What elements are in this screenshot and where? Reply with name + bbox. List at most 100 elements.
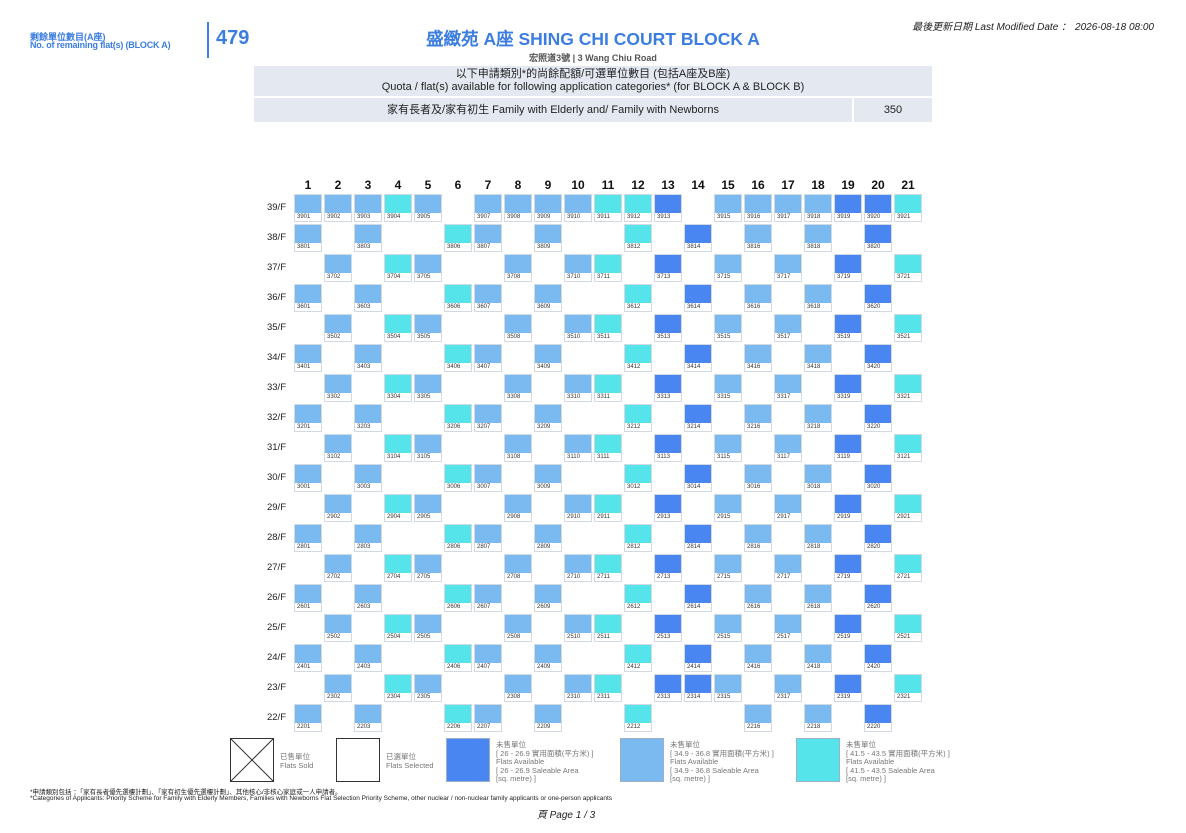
unit-cell-3902: 3902 xyxy=(324,194,352,222)
unit-status-fill xyxy=(595,435,621,453)
unit-number: 3919 xyxy=(837,214,851,220)
floor-label: 28/F xyxy=(266,532,286,543)
unit-status-fill xyxy=(685,675,711,693)
unit-cell-3305: 3305 xyxy=(414,374,442,402)
unit-number: 3917 xyxy=(777,214,791,220)
quota-heading: 以下申請類別*的尚餘配額/可選單位數目 (包括A座及B座) Quota / fl… xyxy=(254,66,932,96)
unit-number: 3502 xyxy=(327,334,341,340)
unit-number: 2407 xyxy=(477,664,491,670)
unit-cell-2921: 2921 xyxy=(894,494,922,522)
unit-status-fill xyxy=(715,555,741,573)
unit-number: 2304 xyxy=(387,694,401,700)
unit-status-fill xyxy=(475,705,501,723)
unit-number: 2521 xyxy=(897,634,911,640)
unit-number: 2510 xyxy=(567,634,581,640)
legend-selected-swatch xyxy=(336,738,380,782)
unit-status-fill xyxy=(895,255,921,273)
unit-cell-3115: 3115 xyxy=(714,434,742,462)
column-header-14: 14 xyxy=(691,178,705,192)
unit-number: 2420 xyxy=(867,664,881,670)
unit-cell-3418: 3418 xyxy=(804,344,832,372)
unit-status-fill xyxy=(565,375,591,393)
unit-number: 3201 xyxy=(297,424,311,430)
unit-number: 2515 xyxy=(717,634,731,640)
floor-label: 36/F xyxy=(266,292,286,303)
unit-number: 3214 xyxy=(687,424,701,430)
legend-available-en-area: [ 34.9 - 36.8 Saleable Area xyxy=(670,765,759,775)
unit-cell-3502: 3502 xyxy=(324,314,352,342)
unit-status-fill xyxy=(445,225,471,243)
remaining-label-zh: 剩餘單位數目(A座) xyxy=(30,32,106,42)
unit-number: 3517 xyxy=(777,334,791,340)
unit-status-fill xyxy=(715,315,741,333)
unit-status-fill xyxy=(595,255,621,273)
unit-number: 2809 xyxy=(537,544,551,550)
unit-status-fill xyxy=(355,345,381,363)
unit-status-fill xyxy=(535,195,561,213)
unit-cell-2807: 2807 xyxy=(474,524,502,552)
unit-cell-3504: 3504 xyxy=(384,314,412,342)
unit-status-fill xyxy=(505,435,531,453)
column-header-13: 13 xyxy=(661,178,675,192)
unit-status-fill xyxy=(295,195,321,213)
unit-number: 3521 xyxy=(897,334,911,340)
unit-cell-2418: 2418 xyxy=(804,644,832,672)
unit-number: 3111 xyxy=(597,454,610,460)
unit-number: 2704 xyxy=(387,574,401,580)
unit-status-fill xyxy=(475,195,501,213)
unit-status-fill xyxy=(775,375,801,393)
floor-label: 39/F xyxy=(266,202,286,213)
unit-status-fill xyxy=(565,315,591,333)
unit-cell-2508: 2508 xyxy=(504,614,532,642)
unit-status-fill xyxy=(745,525,771,543)
unit-status-fill xyxy=(535,645,561,663)
unit-number: 3311 xyxy=(597,394,610,400)
unit-number: 2614 xyxy=(687,604,701,610)
unit-status-fill xyxy=(625,465,651,483)
unit-status-fill xyxy=(835,615,861,633)
legend-sold-swatch xyxy=(230,738,274,782)
unit-status-fill xyxy=(685,645,711,663)
unit-number: 2711 xyxy=(597,574,610,580)
unit-status-fill xyxy=(325,255,351,273)
unit-status-fill xyxy=(595,195,621,213)
unit-cell-3601: 3601 xyxy=(294,284,322,312)
unit-status-fill xyxy=(775,435,801,453)
unit-number: 3915 xyxy=(717,214,731,220)
unit-status-fill xyxy=(565,495,591,513)
page-title: 盛緻苑 A座 SHING CHI COURT BLOCK A xyxy=(426,29,760,49)
unit-number: 2209 xyxy=(537,724,551,730)
unit-number: 2717 xyxy=(777,574,791,580)
unit-cell-3108: 3108 xyxy=(504,434,532,462)
unit-status-fill xyxy=(295,465,321,483)
unit-status-fill xyxy=(805,195,831,213)
unit-status-fill xyxy=(385,615,411,633)
unit-cell-2311: 2311 xyxy=(594,674,622,702)
unit-cell-2313: 2313 xyxy=(654,674,682,702)
unit-number: 3209 xyxy=(537,424,551,430)
unit-number: 2321 xyxy=(897,694,911,700)
unit-status-fill xyxy=(835,375,861,393)
unit-number: 2910 xyxy=(567,514,581,520)
unit-status-fill xyxy=(355,225,381,243)
unit-status-fill xyxy=(835,195,861,213)
unit-cell-3618: 3618 xyxy=(804,284,832,312)
column-header-12: 12 xyxy=(631,178,645,192)
unit-number: 3510 xyxy=(567,334,581,340)
unit-cell-2201: 2201 xyxy=(294,704,322,732)
unit-cell-2814: 2814 xyxy=(684,524,712,552)
unit-cell-2713: 2713 xyxy=(654,554,682,582)
unit-status-fill xyxy=(655,195,681,213)
unit-status-fill xyxy=(775,675,801,693)
unit-cell-2504: 2504 xyxy=(384,614,412,642)
unit-cell-3913: 3913 xyxy=(654,194,682,222)
unit-cell-3910: 3910 xyxy=(564,194,592,222)
unit-status-fill xyxy=(385,255,411,273)
unit-status-fill xyxy=(445,645,471,663)
unit-cell-3310: 3310 xyxy=(564,374,592,402)
unit-cell-3113: 3113 xyxy=(654,434,682,462)
unit-number: 3704 xyxy=(387,274,401,280)
legend-available-text: 未售單位 [ 34.9 - 36.8 實用面積(平方米) ] Flats Ava… xyxy=(670,740,774,784)
unit-cell-3511: 3511 xyxy=(594,314,622,342)
unit-cell-3110: 3110 xyxy=(564,434,592,462)
